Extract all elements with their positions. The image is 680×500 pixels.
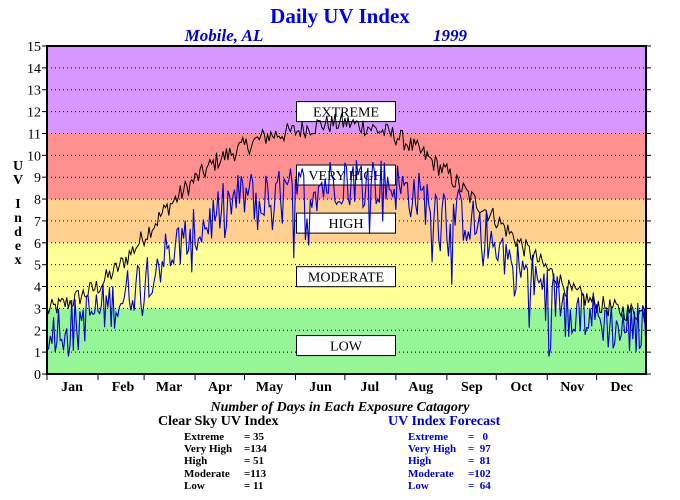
y-tick-label: 12 [27, 106, 41, 121]
uv-index-chart: Daily UV Index Mobile, AL 1999 EXTREMEVE… [13, 4, 651, 395]
stats-row: Low = 11 [184, 479, 264, 492]
x-tick-label: Jan [61, 380, 83, 395]
y-tick-label: 4 [34, 281, 41, 296]
category-label-box [296, 212, 396, 234]
y-axis-label-letter: I [15, 197, 20, 212]
stats-row: Moderate =113 [184, 467, 267, 480]
x-axis-months: Jan Feb Mar Apr May Jun Jul Aug Sep Oct Nov Dec [46, 374, 633, 395]
x-tick-label: Nov [560, 380, 584, 395]
category-labels: EXTREME VERY HIGH HIGH MODERATE LOW [296, 101, 396, 357]
forecast-stats-title: UV Index Forecast [388, 414, 501, 429]
chart-year: 1999 [433, 26, 468, 45]
stats-row: High = 81 [408, 455, 491, 468]
category-bands [47, 46, 646, 374]
x-tick-label: Jun [309, 380, 332, 395]
category-label-extreme: EXTREME [313, 106, 379, 121]
y-axis-label-letter: e [15, 239, 21, 254]
y-axis-label-letter: U [13, 159, 23, 174]
y-tick-label: 0 [34, 368, 41, 383]
stats-row: High = 51 [184, 455, 265, 468]
category-label-very-high: VERY HIGH [308, 169, 383, 184]
series-lines [46, 113, 647, 357]
category-label-high: HIGH [329, 217, 364, 232]
series-line-clear-sky [46, 113, 647, 323]
y-tick-label: 1 [34, 346, 41, 361]
x-tick-label: Jul [361, 380, 380, 395]
chart-location: Mobile, AL [184, 26, 264, 45]
stats-row: Extreme = 0 [408, 431, 489, 443]
y-tick-label: 10 [27, 149, 41, 164]
y-axis-label-letter: d [14, 225, 22, 240]
x-tick-label: Dec [610, 380, 633, 395]
y-tick-label: 6 [34, 237, 41, 252]
x-tick-label: Aug [408, 380, 433, 395]
stats-row: Extreme = 35 [184, 431, 265, 443]
y-tick-label: 8 [34, 193, 41, 208]
x-tick-label: Mar [156, 380, 182, 395]
y-tick-label: 9 [34, 171, 41, 186]
y-tick-label: 15 [27, 40, 41, 55]
x-tick-label: Sep [461, 380, 483, 395]
y-axis-label-letter: V [13, 173, 23, 188]
y-tick-label: 2 [34, 324, 41, 339]
series-line-forecast [46, 160, 647, 357]
stats-row: Very High = 97 [408, 443, 491, 456]
category-label-low: LOW [330, 340, 363, 355]
stats-row: Moderate =102 [408, 467, 491, 480]
stats-row: Very High =134 [184, 443, 267, 456]
y-axis-label-letter: x [15, 253, 22, 268]
y-tick-label: 11 [28, 127, 41, 142]
clear-sky-stats: Clear Sky UV Index Extreme = 35 Very High… [158, 414, 278, 492]
y-tick-label: 14 [27, 62, 41, 77]
y-axis-label-letter: n [14, 211, 22, 226]
stats-row: Low = 64 [408, 479, 491, 492]
x-tick-label: Apr [208, 380, 232, 395]
x-tick-label: Feb [112, 380, 135, 395]
y-tick-label: 5 [34, 259, 41, 274]
chart-title: Daily UV Index [270, 4, 410, 28]
plot-frame [46, 45, 647, 375]
y-tick-label: 13 [27, 84, 41, 99]
clear-sky-stats-title: Clear Sky UV Index [158, 414, 279, 429]
x-tick-label: Oct [510, 380, 532, 395]
category-label-box [296, 266, 396, 288]
stats-heading: Number of Days in Each Exposure Catagory [210, 400, 470, 415]
forecast-stats: UV Index Forecast Extreme = 0 Very High = … [388, 414, 500, 492]
category-label-box [296, 335, 396, 357]
y-tick-label: 3 [34, 302, 41, 317]
x-tick-label: May [256, 380, 283, 395]
category-label-moderate: MODERATE [308, 271, 384, 286]
y-tick-label: 7 [34, 215, 41, 230]
